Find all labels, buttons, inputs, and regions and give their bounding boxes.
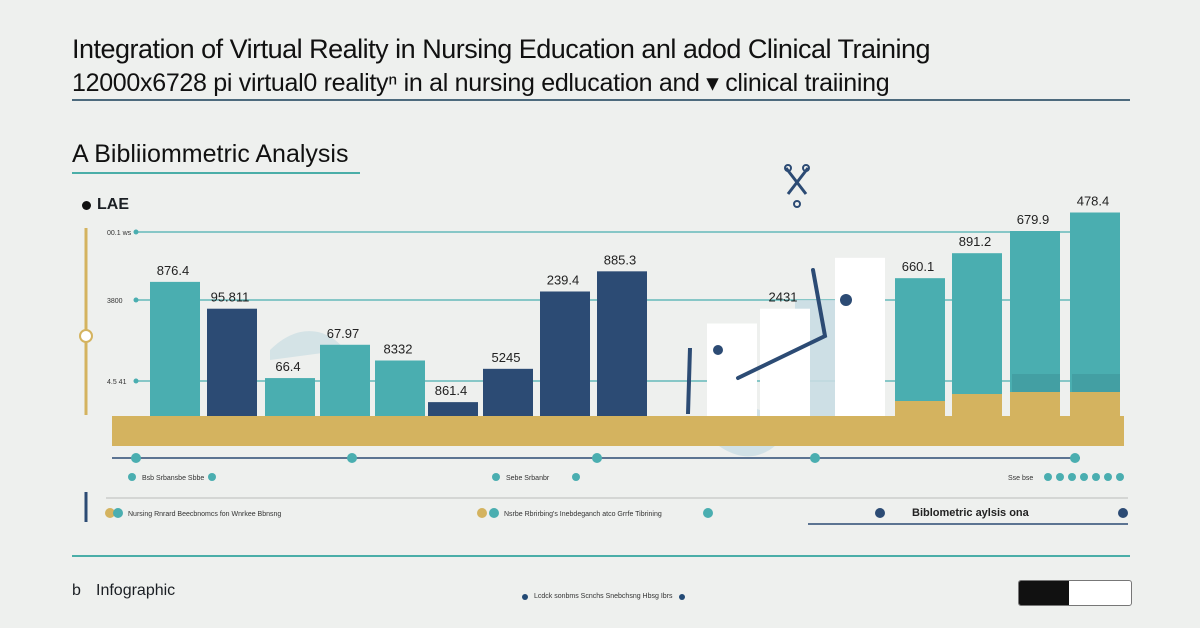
legend-dot-icon: [1080, 473, 1088, 481]
legend-dot-icon: [477, 508, 487, 518]
trend-point: [713, 345, 723, 355]
bibliometric-caption: Biblometric aylsis ona: [912, 507, 1029, 519]
legend-dot-icon: [1068, 473, 1076, 481]
bar: [375, 360, 425, 416]
y-tick-label: 4.5 41: [107, 379, 127, 386]
legend-dot-icon: [1056, 473, 1064, 481]
bar: [428, 402, 478, 416]
bar-value-label: 660.1: [902, 259, 935, 274]
x-axis-dot: [131, 453, 141, 463]
legend-dot-icon: [1118, 508, 1128, 518]
y-axis-marker: [79, 329, 93, 343]
gridline-dot: [133, 297, 139, 303]
legend-dot-icon: [703, 508, 713, 518]
bar: [707, 323, 757, 416]
trend-line: [686, 347, 692, 415]
legend-dot-icon: [113, 508, 123, 518]
bar-value-label: 478.4: [1077, 194, 1110, 209]
caption-dot-icon: [522, 593, 528, 600]
x-axis-dot: [1070, 453, 1080, 463]
bar-value-label: 891.2: [959, 234, 992, 249]
footer-divider: [72, 555, 1130, 557]
footer-infographic-label: Infographic: [96, 582, 176, 599]
y-tick-label: 00.1 ws: [107, 230, 132, 237]
bar-value-label: 679.9: [1017, 212, 1050, 227]
caption-dot-icon: [678, 593, 685, 600]
bar-base-segment: [1010, 392, 1060, 416]
legend-item-label: Sebe Srbanbr: [506, 475, 550, 482]
page-subtitle: 12000x6728 pi virtual0 realityⁿ in al nu…: [72, 69, 890, 97]
bar-value-label: 239.4: [547, 272, 580, 287]
y-tick-label: 3800: [107, 298, 123, 305]
bar-base-segment: [952, 394, 1002, 416]
bar: [895, 278, 945, 416]
legend-item-label: Sse bse: [1008, 475, 1033, 482]
legend-dot-icon: [105, 508, 115, 518]
legend-dot-icon: [1092, 473, 1100, 481]
legend-dot-icon: [875, 508, 885, 518]
bar-base-segment: [1070, 392, 1120, 416]
bar-value-label: 885.3: [604, 252, 637, 267]
legend-dot-icon: [1104, 473, 1112, 481]
trend-point: [840, 294, 852, 306]
page-title: Integration of Virtual Reality in Nursin…: [72, 34, 931, 64]
trend-line: [736, 268, 828, 380]
bar: [150, 281, 200, 416]
legend-item-label: Nsrbe Rbrirbing's Inebdeganch atco Grrfe…: [504, 511, 662, 518]
legend-label: LAE: [82, 196, 129, 214]
legend-text: LAE: [97, 196, 129, 213]
x-axis-dot: [810, 453, 820, 463]
header-divider: [72, 99, 1130, 101]
scissors-icon: [784, 164, 810, 208]
toggle-off-segment[interactable]: [1069, 581, 1131, 605]
bar-value-label: 5245: [492, 350, 521, 365]
baseline-band: [112, 416, 1124, 446]
gridline-dot: [133, 378, 139, 384]
bar-value-label: 66.4: [275, 359, 300, 374]
legend-dot-icon: [128, 473, 136, 481]
bar-base-segment: [895, 401, 945, 416]
bar-value-label: 8332: [384, 342, 413, 357]
legend-dot-icon: [489, 508, 499, 518]
bar-value-label: 876.4: [157, 263, 190, 278]
bar-value-label: 2431: [769, 290, 798, 305]
bar: [597, 271, 647, 416]
legend-dot-icon: [492, 473, 500, 481]
chart-title: A Bibliiommetric Analysis: [72, 140, 349, 168]
toggle-on-segment[interactable]: [1019, 581, 1069, 605]
decor-wave: [270, 331, 345, 360]
legend-dot-icon: [1116, 473, 1124, 481]
chart-title-underline: [72, 172, 360, 174]
x-axis-dot: [592, 453, 602, 463]
bar-overlay: [1012, 374, 1060, 392]
footer-caption: Lcdck sonbms Scnchs Snebchsng Hbsg Ibrs: [522, 593, 685, 600]
bar: [835, 257, 885, 416]
bar-value-label: 67.97: [327, 326, 360, 341]
bar-overlay: [1072, 374, 1120, 392]
legend-dot-icon: [208, 473, 216, 481]
bar: [952, 253, 1002, 416]
bar-value-label: 861.4: [435, 383, 468, 398]
bar: [320, 344, 370, 416]
bar: [483, 368, 533, 416]
x-axis-dot: [347, 453, 357, 463]
footer-caption-text: Lcdck sonbms Scnchs Snebchsng Hbsg Ibrs: [534, 593, 673, 600]
legend-item-label: Nursing Rnrard Beecbnomcs fon Wnrkee Bbn…: [128, 511, 281, 518]
footer-label-b: b: [72, 582, 81, 599]
view-toggle[interactable]: [1018, 580, 1132, 606]
gridline-dot: [133, 229, 139, 235]
legend-dot-icon: [572, 473, 580, 481]
bar-value-label: 95.811: [211, 290, 250, 305]
legend-dot-icon: [1044, 473, 1052, 481]
bar: [265, 378, 315, 416]
bar: [540, 291, 590, 416]
legend-dot-icon: [82, 200, 91, 210]
bar: [207, 308, 257, 416]
legend-item-label: Bsb Srbansbe Sbbe: [142, 475, 204, 482]
